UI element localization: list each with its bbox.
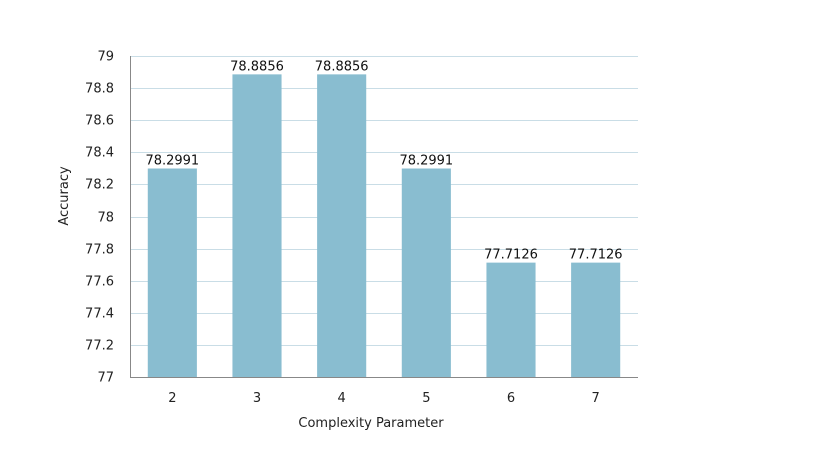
y-tick-label: 78.8 bbox=[85, 82, 114, 97]
bar bbox=[232, 74, 282, 377]
grid-lines bbox=[130, 56, 638, 346]
y-tick-label: 77.4 bbox=[85, 307, 114, 322]
y-tick-label: 78.4 bbox=[85, 146, 114, 161]
y-axis-title: Accuracy bbox=[57, 166, 72, 226]
bar bbox=[147, 168, 197, 377]
data-label: 77.7126 bbox=[484, 248, 538, 263]
data-label: 77.7126 bbox=[569, 248, 623, 263]
x-tick-labels: 2 3 4 5 6 7 bbox=[168, 391, 600, 406]
y-tick-label: 77 bbox=[97, 371, 114, 386]
x-tick-label: 2 bbox=[168, 391, 176, 406]
bar bbox=[401, 168, 451, 377]
y-tick-label: 78 bbox=[97, 211, 114, 226]
data-label: 78.2991 bbox=[145, 153, 199, 168]
data-label: 78.2991 bbox=[399, 153, 453, 168]
bar bbox=[571, 262, 621, 377]
x-axis-title: Complexity Parameter bbox=[298, 416, 444, 431]
bar bbox=[486, 262, 536, 377]
x-tick-label: 7 bbox=[592, 391, 600, 406]
x-tick-label: 3 bbox=[253, 391, 261, 406]
axes bbox=[130, 56, 638, 378]
bar bbox=[317, 74, 367, 377]
y-tick-labels: 77 77.2 77.4 77.6 77.8 78 78.2 78.4 78.6 78.8 79 bbox=[85, 50, 114, 386]
x-tick-label: 4 bbox=[338, 391, 346, 406]
y-tick-label: 79 bbox=[97, 50, 114, 65]
data-label: 78.8856 bbox=[315, 59, 369, 74]
data-label: 78.8856 bbox=[230, 59, 284, 74]
y-tick-label: 78.2 bbox=[85, 178, 114, 193]
y-tick-label: 78.6 bbox=[85, 114, 114, 129]
y-tick-label: 77.8 bbox=[85, 243, 114, 258]
y-tick-label: 77.2 bbox=[85, 339, 114, 354]
x-tick-label: 6 bbox=[507, 391, 515, 406]
y-tick-label: 77.6 bbox=[85, 275, 114, 290]
data-labels: 78.2991 78.8856 78.8856 78.2991 77.7126 77.71… bbox=[145, 59, 622, 262]
x-tick-label: 5 bbox=[422, 391, 430, 406]
bars bbox=[147, 74, 621, 377]
